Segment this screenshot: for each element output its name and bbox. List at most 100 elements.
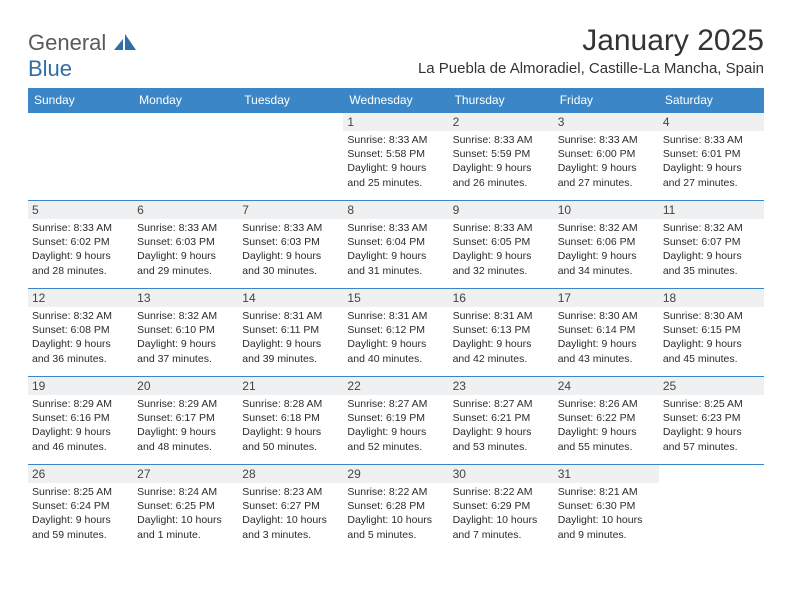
sunset-label: Sunset: xyxy=(347,412,386,424)
daylight-line2: and 27 minutes. xyxy=(663,176,760,190)
sunrise-label: Sunrise: xyxy=(347,134,388,146)
daylight-line1: Daylight: 10 hours xyxy=(453,513,550,527)
sunrise-value: 8:33 AM xyxy=(599,134,638,146)
sunset-value: 6:24 PM xyxy=(71,500,110,512)
sunset-label: Sunset: xyxy=(137,412,176,424)
sunrise-label: Sunrise: xyxy=(347,398,388,410)
sunrise-line: Sunrise: 8:29 AM xyxy=(137,397,234,411)
sunrise-value: 8:31 AM xyxy=(494,310,533,322)
day-details: Sunrise: 8:29 AMSunset: 6:17 PMDaylight:… xyxy=(137,397,234,454)
sunrise-label: Sunrise: xyxy=(32,310,73,322)
daylight-line1: Daylight: 9 hours xyxy=(32,249,129,263)
day-cell: 21Sunrise: 8:28 AMSunset: 6:18 PMDayligh… xyxy=(238,377,343,465)
daylight-line2: and 31 minutes. xyxy=(347,264,444,278)
sunrise-line: Sunrise: 8:33 AM xyxy=(347,221,444,235)
sunrise-line: Sunrise: 8:23 AM xyxy=(242,485,339,499)
sunset-value: 6:28 PM xyxy=(386,500,425,512)
day-number: 30 xyxy=(449,465,554,483)
calendar-table: SundayMondayTuesdayWednesdayThursdayFrid… xyxy=(28,88,764,553)
sunrise-label: Sunrise: xyxy=(558,486,599,498)
day-details: Sunrise: 8:27 AMSunset: 6:21 PMDaylight:… xyxy=(453,397,550,454)
sunset-line: Sunset: 6:08 PM xyxy=(32,323,129,337)
sunset-line: Sunset: 6:23 PM xyxy=(663,411,760,425)
sunrise-value: 8:33 AM xyxy=(389,222,428,234)
sunset-label: Sunset: xyxy=(453,412,492,424)
daylight-line1: Daylight: 10 hours xyxy=(137,513,234,527)
day-details: Sunrise: 8:27 AMSunset: 6:19 PMDaylight:… xyxy=(347,397,444,454)
day-details: Sunrise: 8:33 AMSunset: 5:59 PMDaylight:… xyxy=(453,133,550,190)
sunset-line: Sunset: 6:04 PM xyxy=(347,235,444,249)
sunset-line: Sunset: 6:07 PM xyxy=(663,235,760,249)
sunrise-label: Sunrise: xyxy=(663,222,704,234)
sunrise-value: 8:21 AM xyxy=(599,486,638,498)
sunset-line: Sunset: 6:30 PM xyxy=(558,499,655,513)
dow-header: Thursday xyxy=(449,88,554,113)
day-details: Sunrise: 8:33 AMSunset: 5:58 PMDaylight:… xyxy=(347,133,444,190)
day-number: 26 xyxy=(28,465,133,483)
sunset-line: Sunset: 6:13 PM xyxy=(453,323,550,337)
day-number: 27 xyxy=(133,465,238,483)
sunset-line: Sunset: 6:12 PM xyxy=(347,323,444,337)
sunset-label: Sunset: xyxy=(32,412,71,424)
day-cell: 4Sunrise: 8:33 AMSunset: 6:01 PMDaylight… xyxy=(659,113,764,201)
sunset-value: 5:59 PM xyxy=(491,148,530,160)
daylight-line1: Daylight: 9 hours xyxy=(453,161,550,175)
sunrise-label: Sunrise: xyxy=(137,486,178,498)
sunset-value: 6:06 PM xyxy=(596,236,635,248)
daylight-line1: Daylight: 9 hours xyxy=(663,337,760,351)
sunset-label: Sunset: xyxy=(32,500,71,512)
day-cell: 3Sunrise: 8:33 AMSunset: 6:00 PMDaylight… xyxy=(554,113,659,201)
day-cell: 22Sunrise: 8:27 AMSunset: 6:19 PMDayligh… xyxy=(343,377,448,465)
sunset-label: Sunset: xyxy=(347,324,386,336)
sunset-value: 6:16 PM xyxy=(71,412,110,424)
sunset-value: 6:07 PM xyxy=(701,236,740,248)
sunrise-line: Sunrise: 8:28 AM xyxy=(242,397,339,411)
day-details: Sunrise: 8:33 AMSunset: 6:03 PMDaylight:… xyxy=(137,221,234,278)
daylight-line1: Daylight: 9 hours xyxy=(32,513,129,527)
daylight-line2: and 5 minutes. xyxy=(347,528,444,542)
day-details: Sunrise: 8:32 AMSunset: 6:10 PMDaylight:… xyxy=(137,309,234,366)
sunrise-label: Sunrise: xyxy=(453,310,494,322)
sunset-line: Sunset: 6:05 PM xyxy=(453,235,550,249)
sunset-line: Sunset: 6:06 PM xyxy=(558,235,655,249)
daylight-line2: and 53 minutes. xyxy=(453,440,550,454)
sunset-label: Sunset: xyxy=(558,236,597,248)
daylight-line2: and 52 minutes. xyxy=(347,440,444,454)
day-number: 2 xyxy=(449,113,554,131)
daylight-line2: and 3 minutes. xyxy=(242,528,339,542)
daylight-line2: and 32 minutes. xyxy=(453,264,550,278)
sunrise-value: 8:29 AM xyxy=(179,398,218,410)
sunset-label: Sunset: xyxy=(242,236,281,248)
sunset-line: Sunset: 6:02 PM xyxy=(32,235,129,249)
sunset-line: Sunset: 6:15 PM xyxy=(663,323,760,337)
sunset-line: Sunset: 6:11 PM xyxy=(242,323,339,337)
sunrise-label: Sunrise: xyxy=(242,222,283,234)
sunset-line: Sunset: 5:58 PM xyxy=(347,147,444,161)
dow-header: Saturday xyxy=(659,88,764,113)
day-details: Sunrise: 8:29 AMSunset: 6:16 PMDaylight:… xyxy=(32,397,129,454)
daylight-line2: and 1 minute. xyxy=(137,528,234,542)
sunrise-label: Sunrise: xyxy=(137,398,178,410)
day-details: Sunrise: 8:25 AMSunset: 6:24 PMDaylight:… xyxy=(32,485,129,542)
sunrise-line: Sunrise: 8:32 AM xyxy=(663,221,760,235)
daylight-line2: and 46 minutes. xyxy=(32,440,129,454)
sunrise-value: 8:25 AM xyxy=(704,398,743,410)
daylight-line1: Daylight: 9 hours xyxy=(242,337,339,351)
sunset-label: Sunset: xyxy=(663,236,702,248)
sunset-value: 6:00 PM xyxy=(596,148,635,160)
daylight-line1: Daylight: 9 hours xyxy=(137,425,234,439)
sunrise-line: Sunrise: 8:26 AM xyxy=(558,397,655,411)
day-cell: 24Sunrise: 8:26 AMSunset: 6:22 PMDayligh… xyxy=(554,377,659,465)
daylight-line1: Daylight: 9 hours xyxy=(453,249,550,263)
day-number: 12 xyxy=(28,289,133,307)
empty-cell xyxy=(238,113,343,201)
sunrise-value: 8:31 AM xyxy=(389,310,428,322)
sunset-line: Sunset: 6:28 PM xyxy=(347,499,444,513)
daylight-line1: Daylight: 9 hours xyxy=(558,161,655,175)
daylight-line1: Daylight: 9 hours xyxy=(453,337,550,351)
day-cell: 12Sunrise: 8:32 AMSunset: 6:08 PMDayligh… xyxy=(28,289,133,377)
dow-header: Sunday xyxy=(28,88,133,113)
day-number: 14 xyxy=(238,289,343,307)
day-details: Sunrise: 8:25 AMSunset: 6:23 PMDaylight:… xyxy=(663,397,760,454)
daylight-line1: Daylight: 9 hours xyxy=(663,249,760,263)
